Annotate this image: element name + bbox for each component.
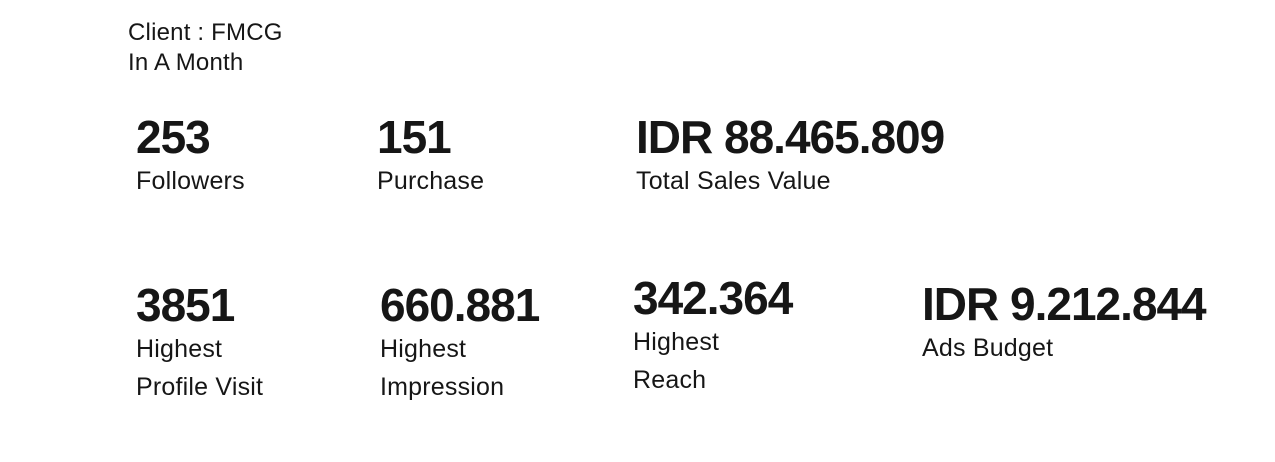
stat-label: Ads Budget — [922, 334, 1054, 362]
stat-label: Total Sales Value — [636, 167, 831, 195]
stat-value: 151 — [377, 111, 452, 163]
period-label: In A Month — [128, 49, 244, 76]
stat-total-sales-value: IDR 88.465.809 Total Sales Value — [636, 111, 945, 200]
stat-ads-budget: IDR 9.212.844 Ads Budget — [922, 278, 1207, 367]
stat-label: Highest Reach — [633, 328, 720, 394]
report-header: Client : FMCG In A Month — [128, 18, 283, 78]
stat-value: 253 — [136, 111, 211, 163]
stat-value: 342.364 — [633, 272, 793, 324]
stat-value: IDR 9.212.844 — [922, 278, 1207, 330]
client-label: Client : FMCG — [128, 19, 283, 46]
stat-highest-impression: 660.881 Highest Impression — [380, 279, 540, 406]
stat-value: 3851 — [136, 279, 235, 331]
stat-highest-profile-visit: 3851 Highest Profile Visit — [136, 282, 263, 406]
stat-followers: 253 Followers — [136, 114, 245, 200]
stat-label: Highest Profile Visit — [136, 335, 264, 401]
stat-label: Followers — [136, 167, 245, 195]
stat-purchase: 151 Purchase — [377, 114, 484, 200]
stat-value: IDR 88.465.809 — [636, 111, 945, 163]
stat-label: Highest Impression — [380, 335, 505, 401]
stat-highest-reach: 342.364 Highest Reach — [633, 272, 793, 399]
stat-label: Purchase — [377, 167, 485, 195]
stat-value: 660.881 — [380, 279, 540, 331]
